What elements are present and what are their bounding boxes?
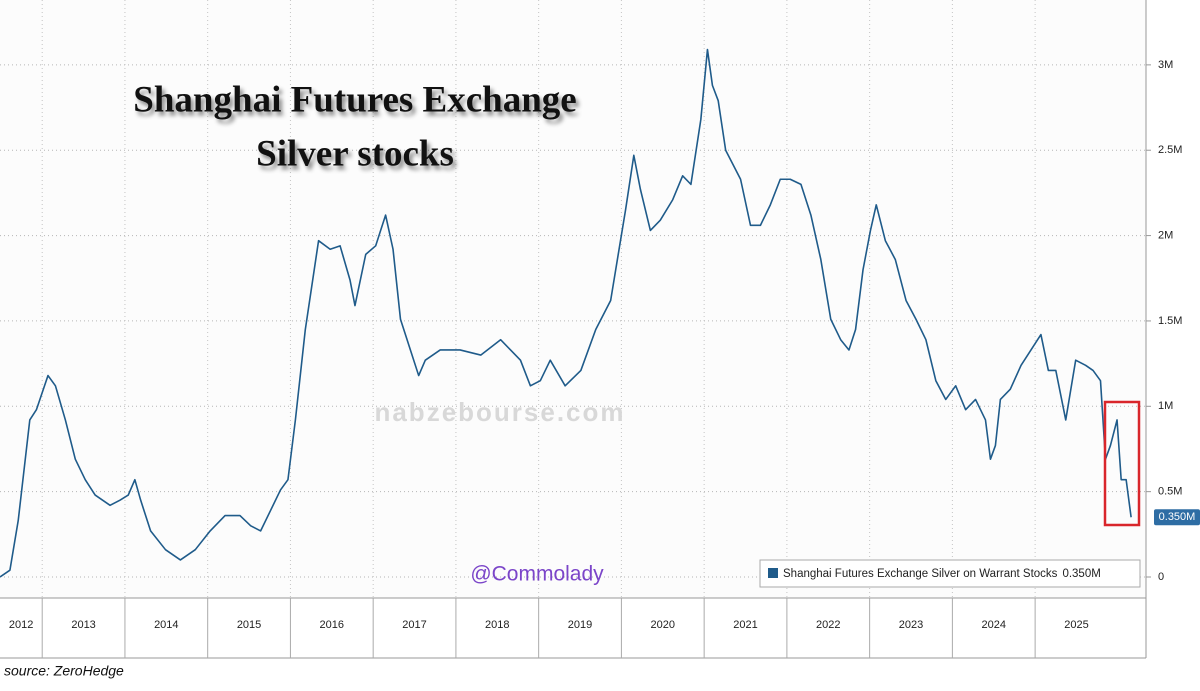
marks: 0.350M (0, 48, 1200, 578)
x-tick-label: 2023 (899, 619, 923, 631)
x-tick-label: 2020 (651, 619, 675, 631)
chart-title: Silver stocks (256, 133, 454, 174)
x-tick-label: 2017 (402, 619, 426, 631)
x-tick-label: 2022 (816, 619, 840, 631)
x-tick-label: 2012 (9, 619, 33, 631)
handle: @Commolady (470, 563, 604, 586)
x-tick-label: 2025 (1064, 619, 1088, 631)
x-tick-label: 2019 (568, 619, 592, 631)
last-value-badge (1154, 509, 1200, 526)
x-tick-label: 2018 (485, 619, 509, 631)
series-line (0, 48, 1132, 578)
y-tick-label: 1M (1158, 400, 1173, 412)
source: source: ZeroHedge (4, 663, 124, 679)
x-tick-label: 2016 (320, 619, 344, 631)
legend-swatch (768, 568, 778, 578)
y-tick-label: 2M (1158, 229, 1173, 241)
watermark: nabzebourse.com (374, 397, 625, 427)
plot-area (0, 0, 1146, 598)
grid: 0 0.5M 1M 1.5M 2M 2.5M 3M 2012 2013 2014 2015 2016 2… (0, 0, 1182, 658)
x-tick-label: 2021 (733, 619, 757, 631)
legend-box (759, 559, 1141, 588)
y-tick-label: 2.5M (1158, 144, 1182, 156)
y-tick-label: 0 (1158, 571, 1164, 583)
chart-title: Shanghai Futures Exchange (133, 79, 576, 120)
y-tick-label: 3M (1158, 59, 1173, 71)
legend-label: Shanghai Futures Exchange Silver on Warr… (783, 568, 1101, 580)
legend-name: Shanghai Futures Exchange Silver on Warr… (783, 568, 1058, 580)
y-tick-label: 1.5M (1158, 315, 1182, 327)
legend: Shanghai Futures Exchange Silver on Warr… (759, 559, 1141, 588)
y-tick-label: 0.5M (1158, 486, 1182, 498)
x-tick-label: 2013 (71, 619, 95, 631)
highlight-box (1103, 400, 1141, 527)
x-tick-label: 2015 (237, 619, 261, 631)
x-tick-label: 2024 (982, 619, 1006, 631)
legend-value: 0.350M (1062, 568, 1100, 580)
x-tick-label: 2014 (154, 619, 178, 631)
last-value-label: 0.350M (1159, 511, 1196, 523)
